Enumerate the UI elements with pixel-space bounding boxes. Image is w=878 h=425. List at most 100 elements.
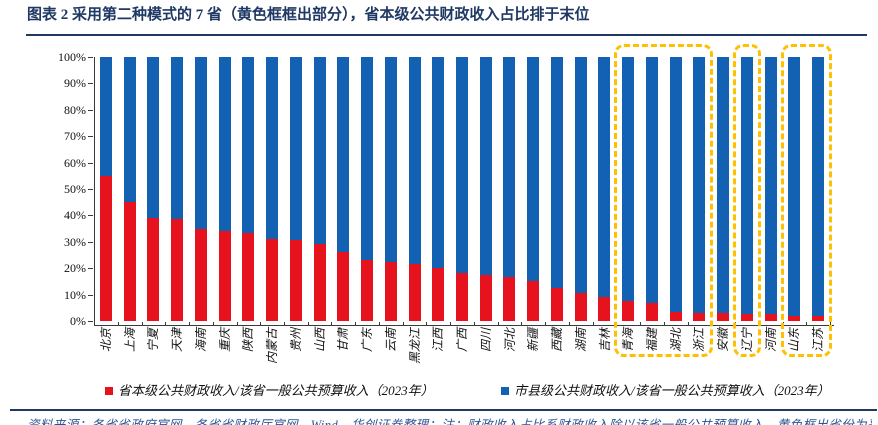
bar-province-level xyxy=(147,218,160,321)
x-axis-label: 湖南 xyxy=(573,328,588,353)
legend-label-province: 省本级公共财政收入/该省一般公共预算收入（2023年） xyxy=(118,383,434,398)
bar-city-level xyxy=(171,57,184,220)
x-axis-tick xyxy=(521,322,523,326)
x-axis-tick xyxy=(450,322,452,326)
y-axis-tick xyxy=(88,189,93,190)
bar-city-level xyxy=(408,57,421,265)
y-axis-label: 70% xyxy=(64,129,86,144)
x-axis-tick xyxy=(117,322,119,326)
x-axis-label: 西藏 xyxy=(550,328,564,353)
x-axis-tick xyxy=(165,322,167,326)
footer-source-note-text: 资料来源：各省省政府官网，各省省财政厅官网，Wind，华创证券整理；注：财政收入… xyxy=(27,418,872,425)
bar-city-level xyxy=(740,57,753,315)
legend-swatch-city-blue xyxy=(501,387,509,395)
bar-city-level xyxy=(622,57,635,302)
y-axis-tick xyxy=(88,215,93,217)
x-axis-tick xyxy=(307,322,309,326)
bar-province-level xyxy=(242,232,255,321)
x-axis-label: 江西 xyxy=(431,328,446,353)
x-axis-label: 吉林 xyxy=(597,328,612,353)
bar-city-level xyxy=(289,57,302,241)
y-axis-label: 90% xyxy=(64,76,86,91)
bar-province-level xyxy=(740,314,753,321)
bar-province-level xyxy=(717,313,730,321)
x-axis-label: 四川 xyxy=(478,328,493,353)
plot-area: 100% 90% 80% 70% 60% 50% 40% 30% 20% 10% 0% 北京 上海 宁夏天… xyxy=(58,44,834,364)
bar-city-level xyxy=(266,57,279,240)
x-axis-label: 贵州 xyxy=(288,328,303,353)
x-axis-label: 重庆 xyxy=(217,328,232,353)
x-axis-tick xyxy=(402,322,404,326)
bar-province-level xyxy=(313,244,326,321)
bar-city-level xyxy=(218,57,231,232)
bar-province-level xyxy=(622,301,635,321)
bar-province-level xyxy=(574,293,587,321)
x-axis-label: 陕西 xyxy=(241,328,256,353)
bar-city-level xyxy=(669,57,682,312)
x-axis-label: 河北 xyxy=(502,328,517,353)
bar-city-level xyxy=(337,57,350,253)
x-axis-label: 广东 xyxy=(360,328,374,353)
highlight-box xyxy=(780,44,832,357)
x-axis-tick xyxy=(378,322,380,326)
bar-city-level xyxy=(147,57,160,219)
x-axis-tick xyxy=(355,322,357,326)
bar-city-level xyxy=(788,57,801,316)
x-axis-label: 上海 xyxy=(122,328,137,353)
highlight-box xyxy=(614,44,714,357)
bar-province-level xyxy=(503,277,516,321)
bar-province-level xyxy=(408,264,421,321)
x-axis-label: 安徽 xyxy=(716,328,731,353)
y-axis-label: 30% xyxy=(64,234,86,249)
bar-province-level xyxy=(123,202,136,321)
legend-label-city: 市县级公共财政收入/该省一般公共预算收入（2023年） xyxy=(514,383,830,398)
bar-province-level xyxy=(218,231,231,321)
x-axis-label: 甘肃 xyxy=(336,328,351,353)
bar-city-level xyxy=(527,57,540,282)
bar-province-level xyxy=(764,314,777,321)
y-axis-label: 0% xyxy=(70,314,86,328)
y-axis-label: 50% xyxy=(64,182,86,196)
x-axis-tick xyxy=(545,322,547,326)
bar-city-level xyxy=(123,57,136,203)
y-axis-tick xyxy=(88,268,93,270)
figure-title: 图表 2 采用第二种模式的 7 省（黄色框框出部分），省本级公共财政收入占比排于… xyxy=(27,7,590,23)
x-axis-label: 北京 xyxy=(98,328,113,353)
y-axis-tick xyxy=(88,294,93,296)
x-axis-tick xyxy=(663,322,665,326)
bar-province-level xyxy=(432,268,445,321)
y-axis-label: 20% xyxy=(64,261,86,276)
x-axis-tick xyxy=(260,322,262,326)
footer-separator-line xyxy=(10,409,877,411)
y-axis-tick xyxy=(88,321,93,322)
x-axis-tick xyxy=(592,322,594,326)
y-axis-tick xyxy=(88,162,93,164)
x-axis-tick xyxy=(426,322,428,326)
y-axis-tick xyxy=(88,136,93,138)
x-axis-tick xyxy=(640,322,642,326)
legend-swatch-province-red xyxy=(105,387,113,395)
x-axis-tick xyxy=(473,322,475,326)
y-axis-tick xyxy=(88,109,93,111)
x-axis-tick xyxy=(806,322,808,326)
x-axis-label: 黑龙江 xyxy=(407,328,422,365)
x-axis-label: 内蒙古 xyxy=(265,328,280,365)
bar-city-level xyxy=(384,57,397,262)
bar-city-level xyxy=(645,57,658,303)
bar-city-level xyxy=(456,57,468,274)
y-axis-label: 40% xyxy=(64,208,86,223)
y-axis-label: 60% xyxy=(64,155,86,170)
bar-province-level xyxy=(598,297,611,321)
bar-city-level xyxy=(242,57,255,233)
x-axis-line xyxy=(94,325,834,326)
x-axis-label: 新疆 xyxy=(526,328,541,353)
x-axis-tick xyxy=(497,322,499,326)
bar-city-level xyxy=(361,57,374,261)
bar-province-level xyxy=(384,261,397,321)
bar-province-level xyxy=(693,313,706,321)
x-axis-label: 云南 xyxy=(383,328,398,353)
x-axis-label: 广西 xyxy=(455,328,469,353)
x-axis-tick xyxy=(212,322,214,326)
x-axis-label: 河南 xyxy=(763,328,778,353)
bar-province-level xyxy=(527,281,540,321)
